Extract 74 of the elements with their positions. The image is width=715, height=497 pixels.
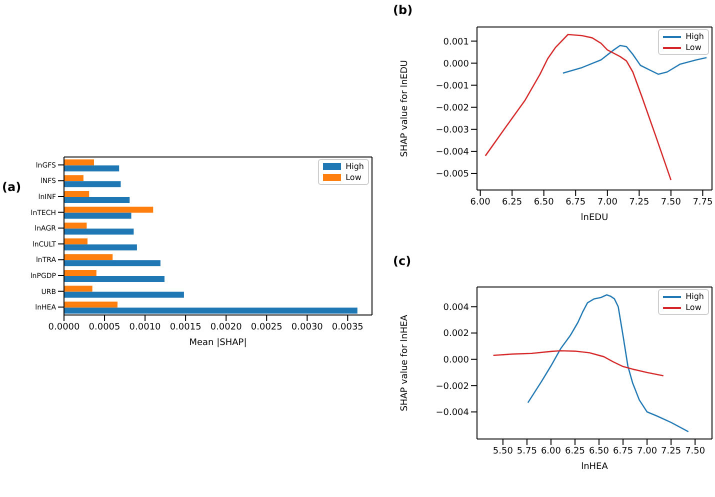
y-tick-label: 0.004: [443, 302, 470, 313]
y-tick-label: 0.001: [443, 37, 469, 48]
x-axis-title: lnEDU: [580, 213, 608, 223]
x-tick-label: 6.50: [588, 446, 610, 456]
x-tick-label: 7.00: [637, 446, 658, 456]
y-tick-label: −0.003: [436, 126, 469, 136]
bar: [64, 270, 96, 276]
bar: [64, 212, 132, 219]
x-tick-label: 7.25: [661, 446, 682, 456]
bar: [64, 292, 184, 298]
x-tick-label: 7.50: [660, 197, 682, 208]
bar: [64, 196, 130, 203]
y-tick-label: −0.002: [436, 382, 469, 392]
bar: [64, 165, 120, 172]
y-tick-label: −0.002: [436, 103, 469, 114]
x-tick-label: 0.0030: [291, 322, 324, 332]
bar: [64, 308, 358, 314]
x-tick-label: 0.0010: [129, 322, 162, 332]
x-tick-label: 6.75: [566, 197, 586, 208]
x-tick-label: 7.50: [685, 446, 706, 456]
x-tick-label: 5.50: [492, 446, 514, 456]
legend-label: High: [686, 31, 704, 42]
y-tick-label: 0.000: [443, 59, 470, 70]
bar: [64, 181, 121, 188]
bar: [64, 228, 134, 235]
legend-label: High: [686, 291, 704, 302]
x-tick-label: 7.75: [692, 197, 713, 208]
bar: [64, 190, 90, 197]
text: (a): [2, 180, 22, 194]
x-tick-label: 7.00: [597, 197, 618, 208]
x-tick-label: 6.00: [540, 446, 562, 456]
chart-title: (b): [393, 3, 413, 17]
bar: [64, 254, 113, 260]
legend-label: Low: [686, 42, 702, 53]
y-tick-label: 0.002: [443, 329, 469, 340]
x-tick-label: 0.0020: [210, 322, 242, 332]
bar: [64, 260, 160, 266]
x-axis-title: Mean |SHAP|: [189, 338, 247, 348]
legend-label: High: [346, 161, 364, 172]
x-axis-title: lnHEA: [581, 462, 609, 472]
x-tick-label: 0.0025: [250, 322, 282, 332]
x-tick-label: 7.25: [629, 197, 650, 208]
y-tick-label: 0.000: [443, 356, 470, 366]
legend-label: Low: [686, 302, 702, 313]
y-tick-label: −0.001: [436, 81, 469, 92]
line-series: [484, 34, 672, 181]
y-axis-title: SHAP value for lnHEA: [400, 314, 410, 412]
x-tick-label: 0.0000: [48, 322, 80, 332]
y-tick-label: −0.004: [436, 148, 470, 158]
x-tick-label: 6.25: [564, 446, 586, 456]
x-tick-label: 6.75: [613, 446, 634, 456]
bar: [64, 286, 92, 292]
x-tick-label: 0.0005: [88, 322, 120, 332]
bar: [64, 175, 84, 182]
y-tick-label: −0.004: [436, 408, 470, 418]
legend-label: Low: [346, 172, 362, 183]
x-tick-label: 0.0015: [170, 322, 202, 332]
chart-title: (c): [393, 254, 412, 268]
bar: [64, 206, 154, 213]
x-tick-label: 6.50: [534, 197, 554, 208]
x-tick-label: 0.0035: [332, 322, 364, 332]
bar: [64, 238, 88, 244]
bar: [64, 222, 87, 229]
x-tick-label: 5.75: [516, 446, 537, 456]
line-series: [492, 350, 664, 376]
bar: [64, 302, 118, 308]
bar: [64, 159, 94, 166]
line-series: [562, 44, 708, 75]
y-axis-title: SHAP value for lnEDU: [400, 60, 410, 158]
bar: [64, 276, 165, 282]
x-tick-label: 6.00: [470, 197, 491, 208]
bar: [64, 244, 137, 250]
y-tick-label: −0.005: [436, 170, 469, 180]
x-tick-label: 6.25: [502, 197, 522, 208]
